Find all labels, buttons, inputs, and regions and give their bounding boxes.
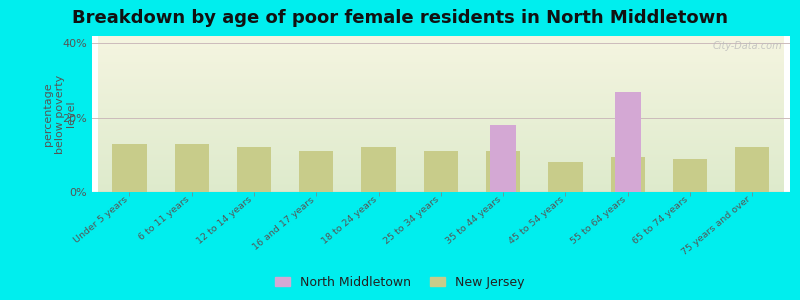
Text: Breakdown by age of poor female residents in North Middletown: Breakdown by age of poor female resident… [72, 9, 728, 27]
Text: 16 and 17 years: 16 and 17 years [251, 195, 316, 251]
Bar [735, 147, 770, 192]
Bar [299, 151, 334, 192]
Bar [486, 151, 520, 192]
Bar [112, 144, 146, 192]
Text: 55 to 64 years: 55 to 64 years [569, 195, 628, 246]
Bar [615, 92, 641, 192]
Text: 6 to 11 years: 6 to 11 years [138, 195, 192, 242]
Text: Under 5 years: Under 5 years [72, 195, 130, 245]
Bar [548, 162, 582, 192]
Bar [424, 151, 458, 192]
Text: 65 to 74 years: 65 to 74 years [631, 195, 690, 246]
Bar [490, 125, 516, 192]
Text: 35 to 44 years: 35 to 44 years [445, 195, 503, 246]
Text: 12 to 14 years: 12 to 14 years [195, 195, 254, 246]
Bar [673, 159, 707, 192]
Text: City-Data.com: City-Data.com [713, 41, 782, 51]
Bar [237, 147, 271, 192]
Text: 75 years and over: 75 years and over [680, 195, 752, 257]
Bar [174, 144, 209, 192]
Text: 25 to 34 years: 25 to 34 years [382, 195, 441, 246]
Text: 45 to 54 years: 45 to 54 years [507, 195, 566, 246]
Text: 18 to 24 years: 18 to 24 years [320, 195, 378, 246]
Bar [610, 157, 645, 192]
Legend: North Middletown, New Jersey: North Middletown, New Jersey [270, 271, 530, 294]
Bar [362, 147, 396, 192]
Y-axis label: percentage
below poverty
level: percentage below poverty level [43, 74, 76, 154]
